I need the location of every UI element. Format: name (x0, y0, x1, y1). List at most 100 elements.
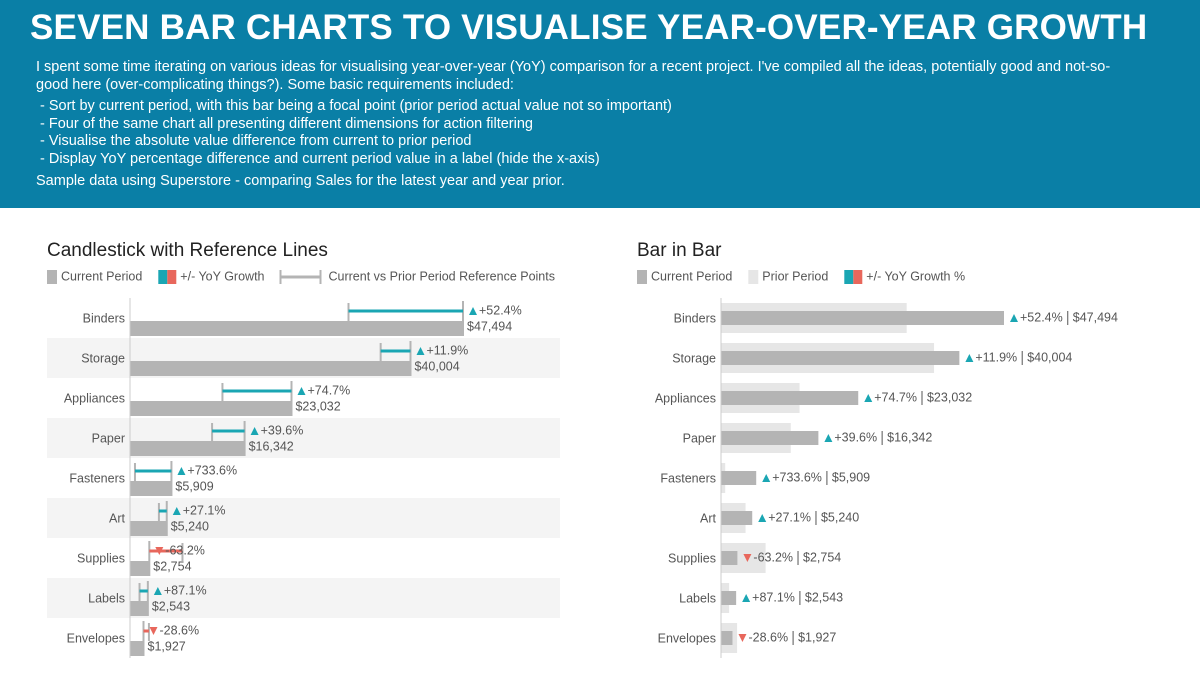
trend-arrow (149, 627, 158, 635)
chart-title: Bar in Bar (637, 240, 722, 261)
growth-label: +39.6% (261, 423, 304, 437)
growth-label: +27.1% (768, 510, 811, 524)
growth-label: -28.6% (748, 630, 788, 644)
trend-arrow (416, 347, 425, 355)
value-label: $23,032 (927, 390, 972, 404)
category-label: Supplies (668, 551, 716, 565)
category-label: Binders (674, 311, 716, 325)
bar (130, 361, 411, 376)
value-label: $5,240 (171, 519, 209, 533)
legend-swatch (853, 270, 863, 284)
bar (721, 551, 738, 565)
chart-title: Candlestick with Reference Lines (47, 240, 328, 261)
value-label: $16,342 (887, 430, 932, 444)
value-label: $16,342 (249, 439, 294, 453)
category-label: Envelopes (658, 631, 716, 645)
bar (130, 441, 245, 456)
legend-label: Prior Period (762, 269, 828, 283)
value-label: $2,754 (153, 559, 191, 573)
growth-label: +733.6% (187, 463, 237, 477)
bar (130, 521, 167, 536)
category-label: Storage (81, 351, 125, 365)
trend-arrow (153, 587, 162, 595)
bar (721, 311, 1004, 325)
trend-arrow (742, 594, 751, 602)
value-label: $40,004 (414, 359, 459, 373)
category-label: Art (109, 511, 126, 525)
category-label: Envelopes (67, 631, 125, 645)
bar (721, 431, 819, 445)
bar (130, 481, 172, 496)
growth-label: +87.1% (164, 583, 207, 597)
page-title: SEVEN BAR CHARTS TO VISUALISE YEAR-OVER-… (30, 8, 1148, 47)
growth-label: -28.6% (160, 623, 200, 637)
category-label: Labels (88, 591, 125, 605)
category-label: Fasteners (660, 471, 716, 485)
bar (130, 401, 292, 416)
category-label: Supplies (77, 551, 125, 565)
category-label: Appliances (655, 391, 716, 405)
category-label: Storage (672, 351, 716, 365)
value-label: $47,494 (467, 319, 512, 333)
growth-label: +11.9% (426, 343, 468, 357)
growth-label: +74.7% (874, 390, 917, 404)
bar (721, 391, 859, 405)
value-label: $23,032 (295, 399, 340, 413)
intro: I spent some time iterating on various i… (36, 59, 1111, 93)
growth-label: +11.9% (975, 350, 1017, 364)
category-label: Labels (679, 591, 716, 605)
legend-swatch (47, 270, 57, 284)
value-label: $1,927 (148, 639, 186, 653)
bar (721, 591, 737, 605)
growth-label: +87.1% (752, 590, 795, 604)
header: SEVEN BAR CHARTS TO VISUALISE YEAR-OVER-… (0, 0, 1200, 208)
legend-swatch (167, 270, 177, 284)
growth-label: +27.1% (183, 503, 226, 517)
requirement: - Sort by current period, with this bar … (40, 98, 672, 114)
value-label: $5,240 (821, 510, 859, 524)
bar (721, 631, 733, 645)
trend-arrow (758, 514, 767, 522)
legend-label: Current Period (61, 269, 142, 283)
category-label: Appliances (64, 391, 125, 405)
value-label: $2,754 (803, 550, 841, 564)
trend-arrow (965, 354, 974, 362)
requirements: - Sort by current period, with this bar … (36, 98, 1164, 168)
trend-arrow (172, 507, 181, 515)
requirement: - Display YoY percentage difference and … (40, 150, 600, 167)
growth-label: +74.7% (307, 383, 350, 397)
bar (130, 561, 150, 576)
bar (721, 471, 757, 485)
trend-arrow (762, 474, 771, 482)
growth-label: +39.6% (834, 430, 877, 444)
growth-label: +52.4% (479, 303, 522, 317)
trend-arrow (155, 547, 164, 555)
requirement: - Visualise the absolute value differenc… (40, 133, 472, 149)
category-label: Paper (92, 431, 125, 445)
value-label: $2,543 (152, 599, 190, 613)
value-label: $5,909 (832, 470, 870, 484)
category-label: Paper (683, 431, 716, 445)
growth-label: +52.4% (1020, 310, 1063, 324)
trend-arrow (1010, 314, 1018, 322)
bar (130, 321, 463, 336)
requirement: - Four of the same chart all presenting … (40, 115, 533, 132)
category-label: Binders (83, 311, 125, 325)
legend-swatch (844, 270, 854, 284)
trend-arrow (824, 434, 833, 442)
trend-arrow (743, 554, 752, 562)
legend-swatch (748, 270, 759, 284)
legend-swatch (637, 270, 647, 284)
value-label: $47,494 (1073, 310, 1118, 324)
legend-label: Current Period (651, 269, 732, 283)
value-label: $1,927 (798, 630, 836, 644)
category-label: Fasteners (69, 471, 125, 485)
trend-arrow (864, 394, 873, 402)
value-label: $2,543 (805, 590, 843, 604)
legend-label: Current vs Prior Period Reference Points (329, 269, 555, 283)
legend-swatch (158, 270, 168, 284)
growth-label: -63.2% (753, 550, 793, 564)
growth-label: -63.2% (165, 543, 205, 557)
bar (130, 641, 144, 656)
